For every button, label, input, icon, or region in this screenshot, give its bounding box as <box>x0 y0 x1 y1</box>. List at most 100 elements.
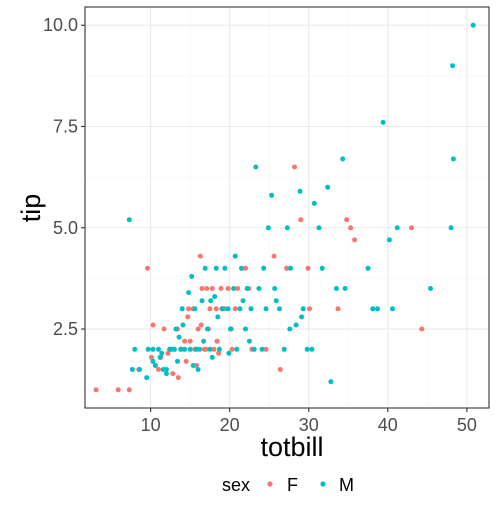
point-m <box>201 338 207 344</box>
point-m <box>240 298 246 304</box>
minor-gridlines <box>85 7 489 408</box>
x-tick-label: 40 <box>378 415 398 435</box>
point-m <box>333 286 339 291</box>
panel-border <box>84 6 490 409</box>
point-f <box>235 286 241 291</box>
point-m <box>226 350 232 356</box>
point-m <box>287 326 293 332</box>
point-m <box>176 334 182 340</box>
point-m <box>190 363 196 368</box>
x-tick-label: 10 <box>141 415 161 435</box>
point-f <box>150 322 156 328</box>
point-f <box>214 338 220 344</box>
point-m <box>297 188 303 194</box>
point-m <box>216 346 222 352</box>
point-m <box>234 346 240 352</box>
point-m <box>311 200 317 206</box>
point-m <box>171 346 177 352</box>
point-f <box>126 387 132 393</box>
point-f <box>243 265 248 271</box>
point-m <box>202 265 208 271</box>
point-m <box>325 184 331 190</box>
point-m <box>261 265 267 271</box>
point-m <box>263 306 269 312</box>
point-f <box>271 253 277 259</box>
point-m <box>253 164 259 170</box>
point-f <box>335 306 341 312</box>
point-f <box>232 306 238 312</box>
point-f <box>161 326 167 332</box>
x-tick-label: 20 <box>220 415 240 435</box>
point-m <box>328 379 334 385</box>
point-m <box>150 346 156 352</box>
point-f <box>277 367 283 372</box>
point-m <box>195 367 201 372</box>
point-m <box>186 290 192 296</box>
point-m <box>251 346 257 352</box>
point-f <box>298 217 304 223</box>
point-m <box>259 346 265 352</box>
point-f <box>145 265 150 271</box>
point-m <box>231 286 237 291</box>
point-f <box>204 286 210 291</box>
point-m <box>265 225 271 231</box>
point-m <box>284 225 290 231</box>
point-m <box>269 192 275 198</box>
point-f <box>213 306 219 312</box>
point-m <box>390 306 395 312</box>
point-m <box>180 322 186 328</box>
point-m <box>178 346 184 352</box>
point-m <box>386 237 392 243</box>
point-m <box>150 358 156 364</box>
point-m <box>299 314 305 320</box>
point-m <box>175 358 180 364</box>
point-m <box>179 306 185 312</box>
legend-title: sex <box>222 475 250 495</box>
point-m <box>394 225 400 231</box>
point-f <box>419 326 425 332</box>
point-f <box>165 350 171 356</box>
point-m <box>182 346 188 352</box>
point-f <box>156 367 161 372</box>
point-m <box>132 346 138 352</box>
point-f <box>216 350 222 356</box>
point-f <box>198 322 204 328</box>
legend-label-f: F <box>287 475 298 495</box>
point-m <box>126 217 132 223</box>
point-m <box>225 306 231 312</box>
point-m <box>220 306 226 312</box>
point-m <box>316 225 322 231</box>
point-f <box>203 346 209 352</box>
points-layer <box>93 22 476 393</box>
y-axis-title: tip <box>16 194 46 223</box>
point-m <box>157 354 163 360</box>
y-tick-label: 7.5 <box>53 116 78 136</box>
point-f <box>348 225 354 231</box>
series-m <box>126 22 476 385</box>
point-m <box>277 306 282 312</box>
x-tick-label: 30 <box>299 415 319 435</box>
point-m <box>129 367 135 372</box>
point-f <box>263 346 269 352</box>
point-m <box>293 322 299 328</box>
point-m <box>209 354 215 360</box>
point-f <box>352 237 358 243</box>
point-m <box>309 346 315 352</box>
point-m <box>212 294 218 300</box>
point-f <box>207 306 213 312</box>
point-m <box>448 225 454 231</box>
point-m <box>248 306 254 312</box>
point-f <box>211 346 217 352</box>
point-f <box>218 286 224 291</box>
point-m <box>380 119 386 125</box>
point-f <box>284 265 290 271</box>
y-tick-label: 10.0 <box>43 15 78 35</box>
point-m <box>304 346 310 352</box>
point-m <box>187 346 193 352</box>
point-m <box>342 286 348 291</box>
point-m <box>281 346 287 352</box>
point-f <box>187 338 193 344</box>
point-f <box>197 253 203 259</box>
